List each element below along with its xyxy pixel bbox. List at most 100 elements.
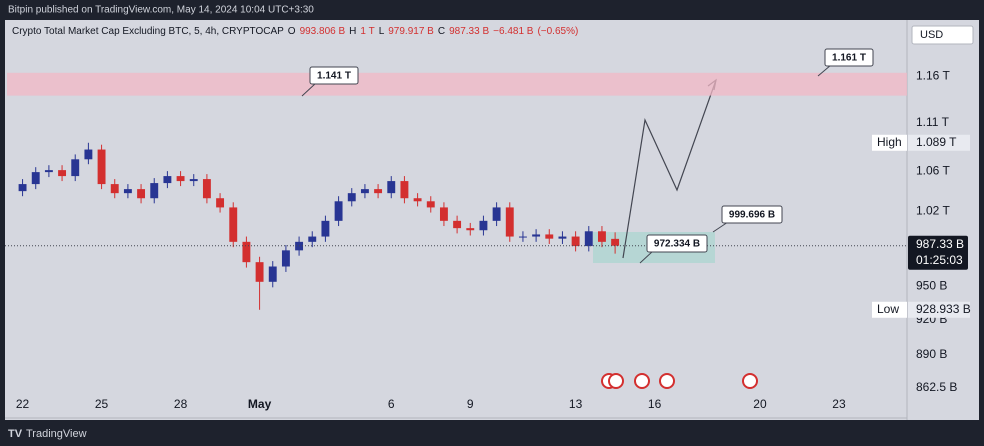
legend-value: 987.33 B (449, 26, 490, 37)
last-price-box (908, 235, 968, 270)
candle-body (255, 262, 264, 282)
candle-body (584, 231, 593, 247)
bottom-bar (0, 422, 984, 446)
candle-body (571, 236, 580, 247)
candle-body (216, 198, 225, 208)
candle-body (58, 170, 67, 177)
candle-body (123, 189, 132, 194)
candle-body (532, 234, 541, 237)
high-name: High (877, 135, 902, 149)
callout-label: 972.334 B (654, 239, 700, 250)
candle-body (453, 220, 462, 229)
candle-body (97, 149, 106, 185)
callout-box (309, 66, 359, 85)
candle-body (176, 176, 185, 182)
x-tick-label: May (248, 397, 272, 411)
candle-body (268, 266, 277, 282)
candle-body (479, 220, 488, 231)
candle-body (611, 238, 620, 246)
candle-body (400, 181, 409, 199)
x-tick-label: 20 (753, 397, 767, 411)
legend-value: 1 T (360, 26, 375, 37)
y-tick-label: 950 B (916, 278, 947, 292)
event-icons (601, 373, 758, 389)
callout-pointer (301, 82, 317, 97)
callout-pointer (712, 221, 729, 233)
candle-body (558, 236, 567, 239)
candle-body (163, 176, 172, 184)
chart-title: Crypto Total Market Cap Excluding BTC, 5… (12, 26, 284, 37)
callout-pointer (817, 64, 832, 77)
callout-box (721, 205, 783, 224)
candle-body (597, 231, 606, 242)
candle-body (334, 201, 343, 221)
candle-body (374, 189, 383, 194)
candle-body (545, 234, 554, 239)
candle-body (84, 149, 93, 160)
low-name: Low (877, 302, 899, 316)
candle-body (426, 201, 435, 208)
y-tick-label: 1.06 T (916, 163, 950, 177)
x-tick-label: 28 (174, 397, 188, 411)
x-tick-label: 6 (388, 397, 395, 411)
candle-body (466, 228, 475, 231)
header-text: Bitpin published on TradingView.com, May… (8, 5, 314, 16)
candle-body (31, 172, 40, 185)
last-price-label: 987.33 B (916, 237, 964, 251)
legend: Crypto Total Market Cap Excluding BTC, 5… (12, 26, 578, 37)
candle-body (439, 207, 448, 221)
currency[interactable]: USD (920, 29, 943, 41)
candle-body (202, 179, 211, 199)
high-value-box (908, 134, 970, 151)
callout-pointer (639, 250, 654, 264)
currency-box[interactable] (911, 25, 974, 45)
candle-body (321, 220, 330, 237)
y-tick-label: 1.02 T (916, 204, 950, 218)
candle-body (242, 241, 251, 263)
legend-key: O (287, 26, 296, 37)
candle-body (281, 250, 290, 267)
y-tick-label: 1.16 T (916, 69, 950, 83)
callout-label: 1.161 T (832, 53, 866, 64)
callout-label: 999.696 B (729, 210, 775, 221)
legend-change-percent: (−0.65%) (537, 26, 579, 37)
candle-body (189, 179, 198, 182)
legend-key: C (437, 26, 446, 37)
candle-body (110, 184, 119, 194)
candle-body (71, 159, 80, 177)
candle-body (18, 184, 27, 192)
y-tick-label: 1.11 T (916, 115, 950, 129)
y-tick-label: 890 B (916, 347, 947, 361)
candle-body (413, 198, 422, 202)
low-name-box (872, 301, 907, 318)
x-tick-label: 23 (832, 397, 846, 411)
candle-body (360, 189, 369, 194)
legend-value: 993.806 B (299, 26, 346, 37)
resistance-zone (7, 72, 907, 96)
x-tick-label: 9 (467, 397, 474, 411)
callout-box (646, 234, 708, 253)
callout-box (824, 48, 874, 67)
low-value: 928.933 B (916, 302, 971, 316)
y-tick-label: 862.5 B (916, 380, 957, 394)
top-bar (0, 0, 984, 20)
x-tick-label: 13 (569, 397, 583, 411)
candle-body (518, 236, 527, 238)
callout-label: 1.141 T (317, 71, 351, 82)
candle-body (505, 207, 514, 237)
footer-text: TradingView (26, 428, 87, 440)
legend-change: −6.481 B (493, 26, 534, 37)
candle-body (347, 193, 356, 202)
candle-body (44, 170, 53, 173)
low-value-box (908, 301, 970, 318)
legend-key: H (349, 26, 357, 37)
high-name-box (872, 134, 907, 151)
legend-key: L (378, 26, 385, 37)
countdown: 01:25:03 (916, 253, 963, 267)
high-value: 1.089 T (916, 135, 957, 149)
logo-mark: TV (8, 428, 23, 440)
candle-body (229, 207, 238, 242)
candle-body (137, 189, 146, 199)
